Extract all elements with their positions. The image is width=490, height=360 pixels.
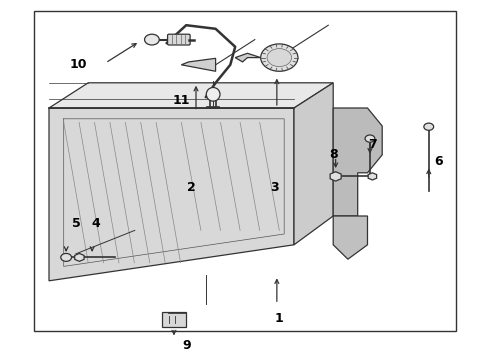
Text: 3: 3: [270, 181, 279, 194]
Polygon shape: [49, 83, 333, 108]
Polygon shape: [333, 216, 368, 259]
FancyBboxPatch shape: [162, 312, 186, 327]
Circle shape: [145, 34, 159, 45]
Text: 9: 9: [182, 339, 191, 352]
FancyBboxPatch shape: [168, 34, 190, 45]
Text: 10: 10: [70, 58, 87, 71]
Polygon shape: [181, 58, 216, 71]
Circle shape: [365, 135, 375, 142]
Polygon shape: [49, 108, 294, 281]
Text: 2: 2: [187, 181, 196, 194]
Polygon shape: [333, 108, 382, 216]
Circle shape: [61, 253, 72, 261]
Circle shape: [267, 49, 292, 67]
Text: 4: 4: [91, 217, 100, 230]
Bar: [34, 11, 456, 331]
Text: 11: 11: [172, 94, 190, 107]
Ellipse shape: [206, 87, 220, 101]
Text: 8: 8: [329, 148, 338, 161]
Polygon shape: [294, 83, 333, 245]
Circle shape: [424, 123, 434, 130]
Text: 1: 1: [275, 312, 284, 325]
Circle shape: [261, 44, 298, 71]
Text: 5: 5: [72, 217, 80, 230]
Text: 6: 6: [434, 156, 443, 168]
Text: 7: 7: [368, 138, 377, 150]
Polygon shape: [235, 53, 261, 62]
